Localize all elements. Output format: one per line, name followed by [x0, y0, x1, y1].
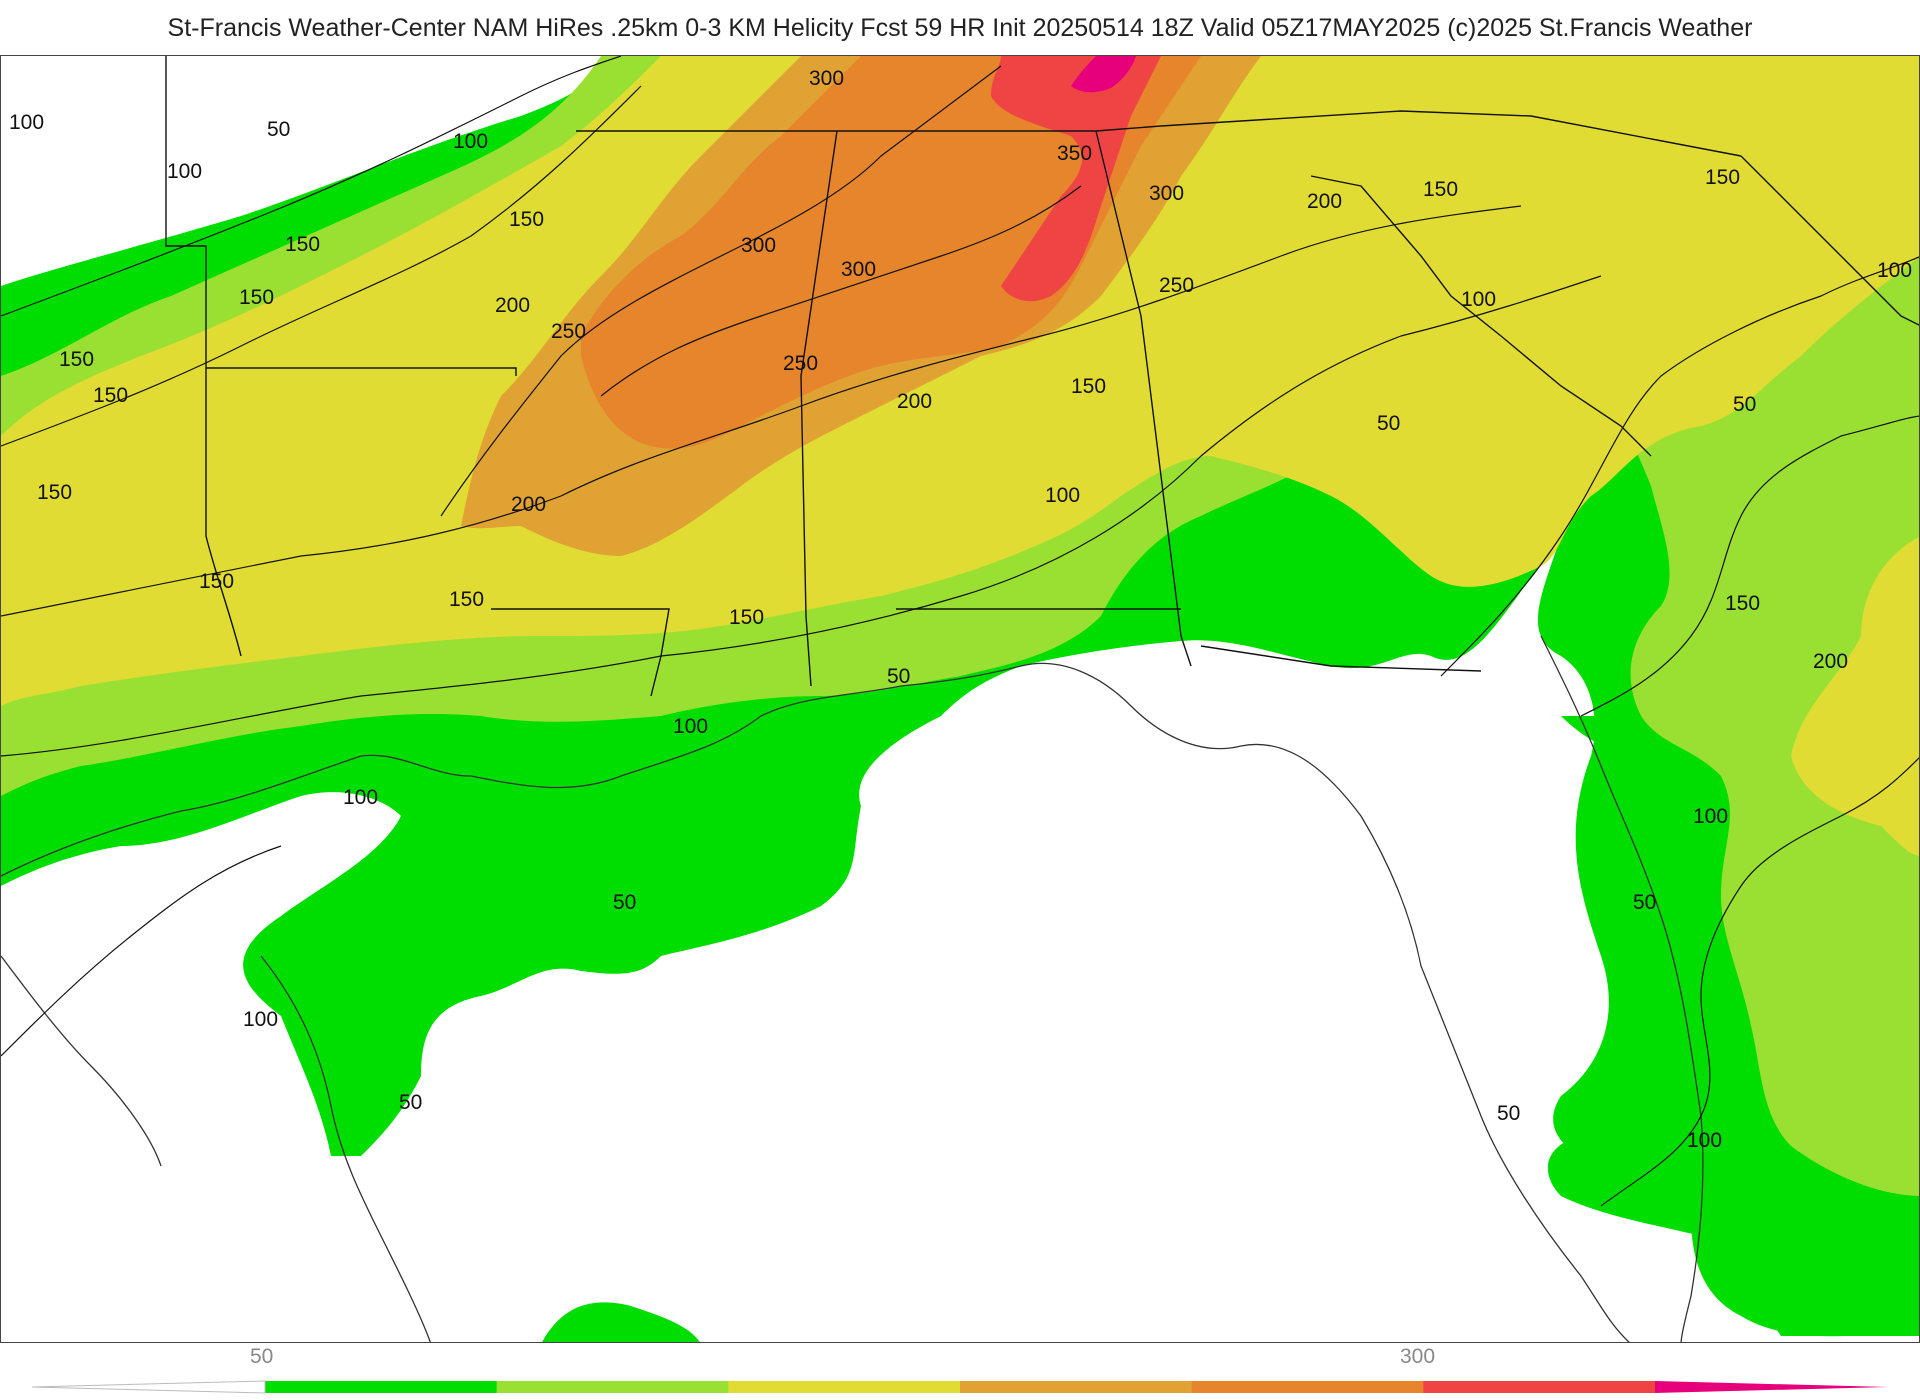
contour-label: 100 — [1693, 805, 1728, 828]
contour-label: 300 — [741, 234, 776, 257]
border-line — [165, 56, 242, 657]
contour-label: 150 — [239, 286, 274, 309]
colorbar-segment — [1423, 1381, 1656, 1393]
helicity-map: 100 50 100 100 150 150 150 150 150 150 1… — [1, 56, 1919, 1342]
contour-label: 50 — [1377, 412, 1400, 435]
band-150-east — [1791, 537, 1919, 856]
contour-label: 150 — [1705, 166, 1740, 189]
contour-label: 50 — [1497, 1102, 1520, 1125]
band-250 — [581, 56, 1201, 449]
contour-label: 50 — [399, 1091, 422, 1114]
helicity-shading — [1, 56, 1919, 1342]
contour-line — [1, 275, 1602, 757]
contour-label: 50 — [887, 665, 910, 688]
contour-label: 100 — [1045, 484, 1080, 507]
contour-label: 100 — [243, 1008, 278, 1031]
coast-line — [1, 955, 162, 1167]
band-350 — [1071, 56, 1136, 93]
contour-line — [1580, 415, 1919, 717]
contour-label: 150 — [1725, 592, 1760, 615]
colorbar-tick-label: 300 — [1400, 1345, 1436, 1368]
coast-line — [260, 955, 431, 1342]
contour-line — [1, 85, 642, 447]
contour-label: 100 — [9, 111, 44, 134]
border-line — [800, 130, 838, 687]
coastline — [1, 635, 1704, 1342]
colorbar-segment — [496, 1381, 729, 1393]
contour-label: 300 — [809, 67, 844, 90]
border-line — [491, 608, 670, 697]
band-50-gulf-south — [542, 1302, 700, 1342]
band-150 — [1, 56, 1919, 706]
chart-title: St-Francis Weather-Center NAM HiRes .25k… — [167, 14, 1753, 42]
contour-label: 100 — [453, 130, 488, 153]
contour-line — [1, 205, 1522, 617]
contour-label: 100 — [343, 786, 378, 809]
colorbar-segment — [1191, 1381, 1424, 1393]
helicity-contours — [1, 56, 1919, 1207]
colorbar-segment — [960, 1381, 1193, 1393]
contour-label: 150 — [285, 233, 320, 256]
contour-label: 200 — [1813, 650, 1848, 673]
colorbar-bar — [31, 1380, 1888, 1394]
contour-label: 100 — [167, 160, 202, 183]
contour-labels: 100 50 100 100 150 150 150 150 150 150 1… — [9, 67, 1912, 1152]
contour-label: 200 — [511, 493, 546, 516]
contour-label: 150 — [449, 588, 484, 611]
border-line — [206, 367, 517, 376]
contour-line — [600, 185, 1082, 397]
border-line — [1095, 130, 1192, 667]
border-line — [576, 110, 1742, 157]
contour-label: 250 — [551, 320, 586, 343]
contour-label: 50 — [613, 891, 636, 914]
contour-line — [1, 845, 282, 1057]
contour-label: 350 — [1057, 142, 1092, 165]
contour-label: 300 — [841, 258, 876, 281]
coast-line — [1540, 635, 1704, 1342]
contour-label: 150 — [199, 570, 234, 593]
map-area: 100 50 100 100 150 150 150 150 150 150 1… — [0, 55, 1920, 1343]
contour-label: 50 — [1733, 393, 1756, 416]
contour-label: 300 — [1149, 182, 1184, 205]
contour-line — [440, 65, 1002, 517]
contour-label: 100 — [673, 715, 708, 738]
contour-label: 200 — [495, 294, 530, 317]
border-line — [1740, 155, 1919, 326]
contour-label: 100 — [1877, 259, 1912, 282]
coast-line — [1, 662, 1630, 1342]
colorbar-low-triangle — [31, 1380, 266, 1394]
contour-line — [1440, 256, 1919, 677]
colorbar-segment — [265, 1381, 498, 1393]
contour-label: 250 — [783, 352, 818, 375]
contour-label: 200 — [1307, 190, 1342, 213]
contour-label: 150 — [1071, 375, 1106, 398]
colorbar: 50 300 — [0, 1343, 1920, 1400]
contour-line — [1, 56, 622, 317]
contour-label: 100 — [1461, 288, 1496, 311]
contour-label: 200 — [897, 390, 932, 413]
colorbar-segment — [728, 1381, 961, 1393]
contour-label: 100 — [1687, 1129, 1722, 1152]
contour-label: 150 — [509, 208, 544, 231]
contour-label: 50 — [1633, 891, 1656, 914]
contour-label: 150 — [59, 348, 94, 371]
contour-label: 150 — [1423, 178, 1458, 201]
colorbar-tick-label: 50 — [250, 1345, 274, 1368]
contour-label: 150 — [729, 606, 764, 629]
band-300 — [991, 56, 1161, 302]
border-line — [1200, 645, 1482, 672]
colorbar-high-triangle — [1655, 1381, 1888, 1393]
contour-label: 50 — [267, 118, 290, 141]
colorbar-segments — [265, 1381, 1656, 1393]
contour-line — [1600, 757, 1919, 1207]
contour-label: 150 — [37, 481, 72, 504]
contour-label: 250 — [1159, 274, 1194, 297]
contour-label: 150 — [93, 384, 128, 407]
